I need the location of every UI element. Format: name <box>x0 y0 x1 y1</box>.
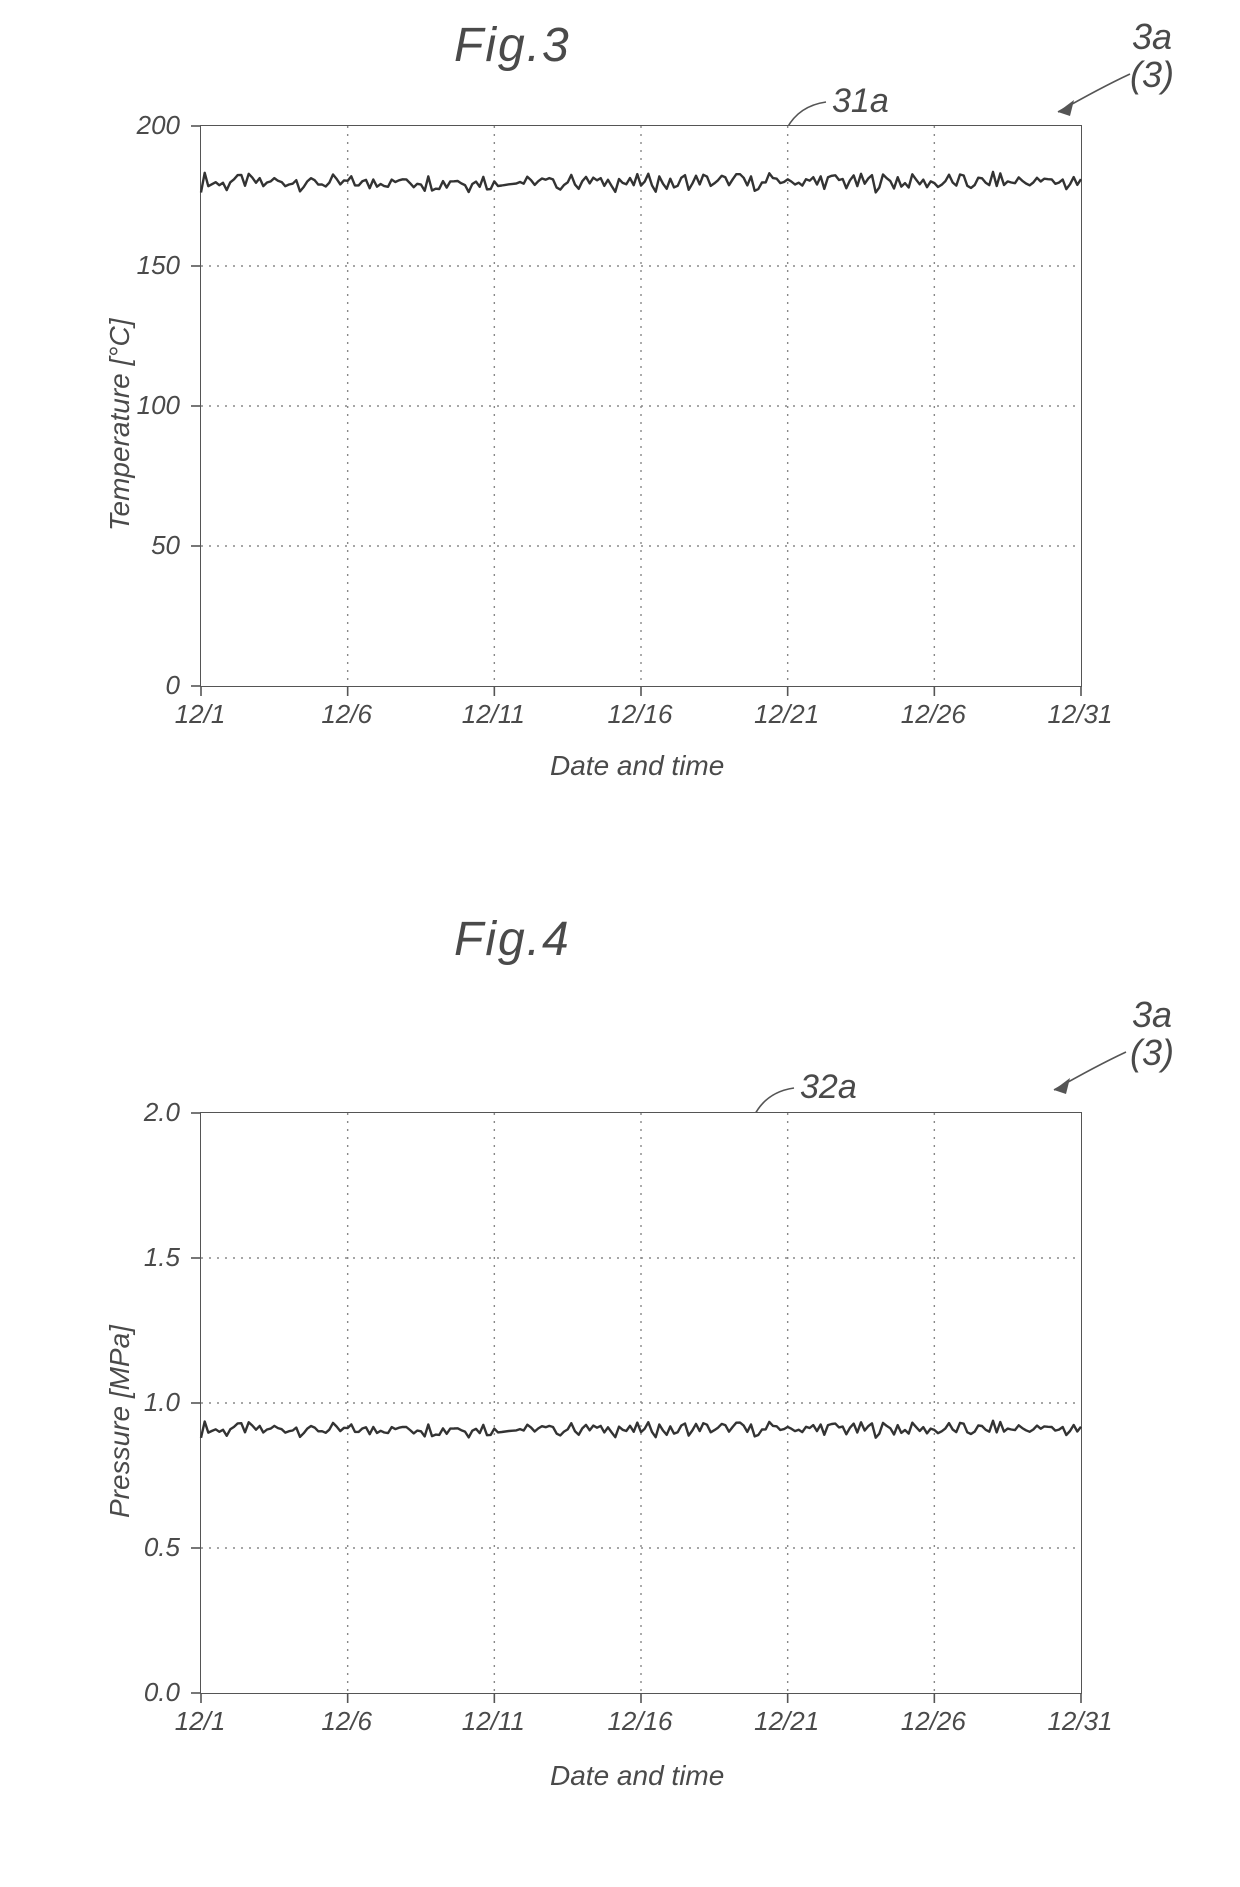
fig3-x-tick: 12/1 <box>150 699 250 730</box>
fig3-x-tick: 12/11 <box>443 699 543 730</box>
fig3-plot-svg <box>201 126 1081 686</box>
fig4-corner-label: 3a (3) <box>1130 996 1174 1072</box>
fig4-x-tick: 12/1 <box>150 1706 250 1737</box>
fig4-x-tick: 12/31 <box>1030 1706 1130 1737</box>
fig3-corner-arrow <box>1040 70 1140 130</box>
fig3-plot-area <box>200 125 1082 687</box>
fig4-x-tick: 12/21 <box>737 1706 837 1737</box>
fig3-y-tick: 50 <box>110 530 180 561</box>
fig3-corner-label-line1: 3a <box>1132 16 1172 57</box>
fig4-y-tick: 0.5 <box>110 1532 180 1563</box>
fig4-x-tick: 12/16 <box>590 1706 690 1737</box>
fig3-x-tick: 12/16 <box>590 699 690 730</box>
fig4-plot-area <box>200 1112 1082 1694</box>
fig3-callout-label: 31a <box>832 82 889 121</box>
fig3-x-axis-title: Date and time <box>550 750 724 782</box>
fig4-chart: Pressure [MPa] 0.00.51.01.52.0 12/112/61… <box>80 1112 1110 1802</box>
fig4-series <box>201 1421 1081 1438</box>
fig4-title: Fig.4 <box>454 912 571 967</box>
fig4-x-tick: 12/11 <box>443 1706 543 1737</box>
fig3-chart: Temperature [°C] 050100150200 12/112/612… <box>80 125 1110 785</box>
fig4-x-tick: 12/26 <box>883 1706 983 1737</box>
fig4-x-axis-title: Date and time <box>550 1760 724 1792</box>
fig3-title: Fig.3 <box>454 18 571 73</box>
fig3-y-tick: 100 <box>110 390 180 421</box>
fig3-y-tick: 0 <box>110 670 180 701</box>
fig4-y-tick: 0.0 <box>110 1677 180 1708</box>
fig3-y-tick: 200 <box>110 110 180 141</box>
fig4-y-tick: 1.0 <box>110 1387 180 1418</box>
fig4-y-tick: 1.5 <box>110 1242 180 1273</box>
fig4-callout-label: 32a <box>800 1068 857 1107</box>
fig4-x-tick: 12/6 <box>297 1706 397 1737</box>
page-root: Fig.3 3a (3) 31a Temperature [°C] 050100… <box>0 0 1240 1887</box>
fig3-x-tick: 12/26 <box>883 699 983 730</box>
fig3-y-tick: 150 <box>110 250 180 281</box>
fig3-x-tick: 12/31 <box>1030 699 1130 730</box>
fig3-x-tick: 12/21 <box>737 699 837 730</box>
fig3-x-tick: 12/6 <box>297 699 397 730</box>
fig4-corner-label-line2: (3) <box>1130 1032 1174 1073</box>
fig4-corner-arrow <box>1036 1048 1136 1108</box>
fig4-y-tick: 2.0 <box>110 1097 180 1128</box>
fig4-corner-label-line1: 3a <box>1132 994 1172 1035</box>
fig4-plot-svg <box>201 1113 1081 1693</box>
